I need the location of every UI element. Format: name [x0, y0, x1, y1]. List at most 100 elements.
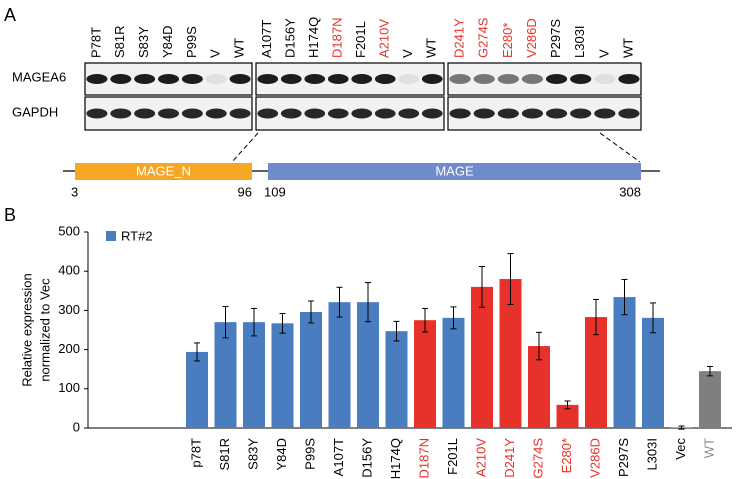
y-tick-label: 100 — [58, 380, 80, 395]
blot-band — [449, 74, 471, 84]
bar — [214, 322, 237, 428]
zoom-line — [231, 132, 259, 163]
x-tick-label: Vec — [673, 438, 688, 460]
lane-label: WT — [232, 38, 247, 58]
blot-band — [497, 74, 519, 84]
row-label: MAGEA6 — [12, 69, 66, 84]
bar — [556, 404, 579, 428]
blot-band — [351, 108, 373, 119]
lane-label: P99S — [184, 26, 199, 58]
blot-band — [229, 108, 251, 119]
blot-band — [374, 74, 396, 84]
bar — [385, 331, 408, 428]
bar — [271, 323, 294, 428]
bar — [499, 279, 522, 428]
domain-label: MAGE_N — [136, 163, 191, 178]
panel-label: B — [4, 205, 16, 225]
blot-band — [570, 108, 592, 119]
lane-label: Y84D — [160, 25, 175, 58]
x-tick-label: D156Y — [359, 438, 374, 478]
lane-label: D187N — [330, 18, 345, 58]
x-tick-label: F201L — [445, 438, 460, 475]
y-tick-label: 400 — [58, 263, 80, 278]
blot-band — [205, 108, 227, 119]
lane-label: WT — [620, 38, 635, 58]
lane-label: A210V — [377, 19, 392, 58]
x-tick-label: Y84D — [274, 438, 289, 471]
blot-band — [110, 108, 132, 119]
blot-band — [304, 108, 326, 119]
blot-band — [473, 108, 495, 119]
blot-band — [181, 74, 203, 84]
blot-band — [110, 74, 132, 84]
domain-start: 3 — [71, 184, 78, 199]
domain-box — [75, 163, 252, 180]
lane-label: P78T — [88, 27, 103, 58]
domain-end: 96 — [238, 184, 252, 199]
blot-band — [134, 108, 156, 119]
blot-band — [280, 108, 302, 119]
blot-band — [304, 74, 326, 84]
blot-band — [473, 74, 495, 84]
x-tick-label: P297S — [616, 438, 631, 477]
lane-label: S83Y — [136, 26, 151, 58]
lane-label: V — [208, 49, 223, 58]
y-axis-label: normalized to Vec — [37, 278, 52, 382]
blot-band — [449, 108, 471, 119]
bar — [328, 302, 351, 428]
domain-end: 308 — [619, 184, 641, 199]
blot-band — [594, 108, 616, 119]
blot-band — [257, 74, 279, 84]
blot-band — [545, 108, 568, 119]
blot-band — [521, 74, 544, 84]
blot-band — [570, 74, 592, 84]
bar — [528, 346, 550, 428]
lane-label: S81R — [112, 25, 127, 58]
blot-band — [521, 108, 544, 119]
bar — [699, 371, 721, 428]
blot-band — [398, 108, 420, 119]
lane-label: G274S — [476, 17, 491, 58]
x-tick-label: P99S — [302, 438, 317, 470]
blot-band — [327, 108, 349, 119]
x-tick-label: WT — [701, 438, 716, 458]
blot-band — [327, 74, 349, 84]
blot-band — [374, 108, 396, 119]
x-tick-label: L303I — [644, 438, 659, 471]
bar — [442, 317, 465, 428]
x-tick-label: S81R — [217, 438, 232, 471]
bar — [642, 317, 664, 428]
y-tick-label: 500 — [58, 223, 80, 238]
y-axis-label: Relative expression — [19, 273, 34, 386]
blot-band — [594, 74, 616, 84]
x-tick-label: A107T — [331, 438, 346, 476]
x-tick-label: G274S — [530, 438, 545, 479]
blot-band — [158, 108, 179, 119]
legend-swatch — [106, 231, 116, 241]
domain-box — [268, 163, 641, 180]
blot-band — [158, 74, 179, 84]
blot-band — [398, 74, 420, 84]
lane-label: F201L — [353, 21, 368, 58]
blot-band — [545, 74, 568, 84]
x-tick-label: V286D — [587, 438, 602, 478]
x-tick-label: E280* — [559, 438, 574, 473]
bar — [414, 320, 436, 428]
lane-label: H174Q — [306, 17, 321, 58]
blot-band — [257, 108, 279, 119]
x-tick-label: H174Q — [388, 438, 403, 479]
lane-label: P297S — [548, 19, 563, 58]
x-tick-label: D187N — [416, 438, 431, 478]
blot-band — [421, 108, 443, 119]
panel-label: A — [4, 5, 16, 25]
blot-band — [181, 108, 203, 119]
y-tick-label: 200 — [58, 341, 80, 356]
blot-band — [351, 74, 373, 84]
x-tick-label: A210V — [473, 438, 488, 477]
blot-band — [134, 74, 156, 84]
bar — [243, 322, 265, 428]
bar — [613, 297, 636, 428]
blot-band — [421, 74, 443, 84]
blot-band — [618, 108, 640, 119]
